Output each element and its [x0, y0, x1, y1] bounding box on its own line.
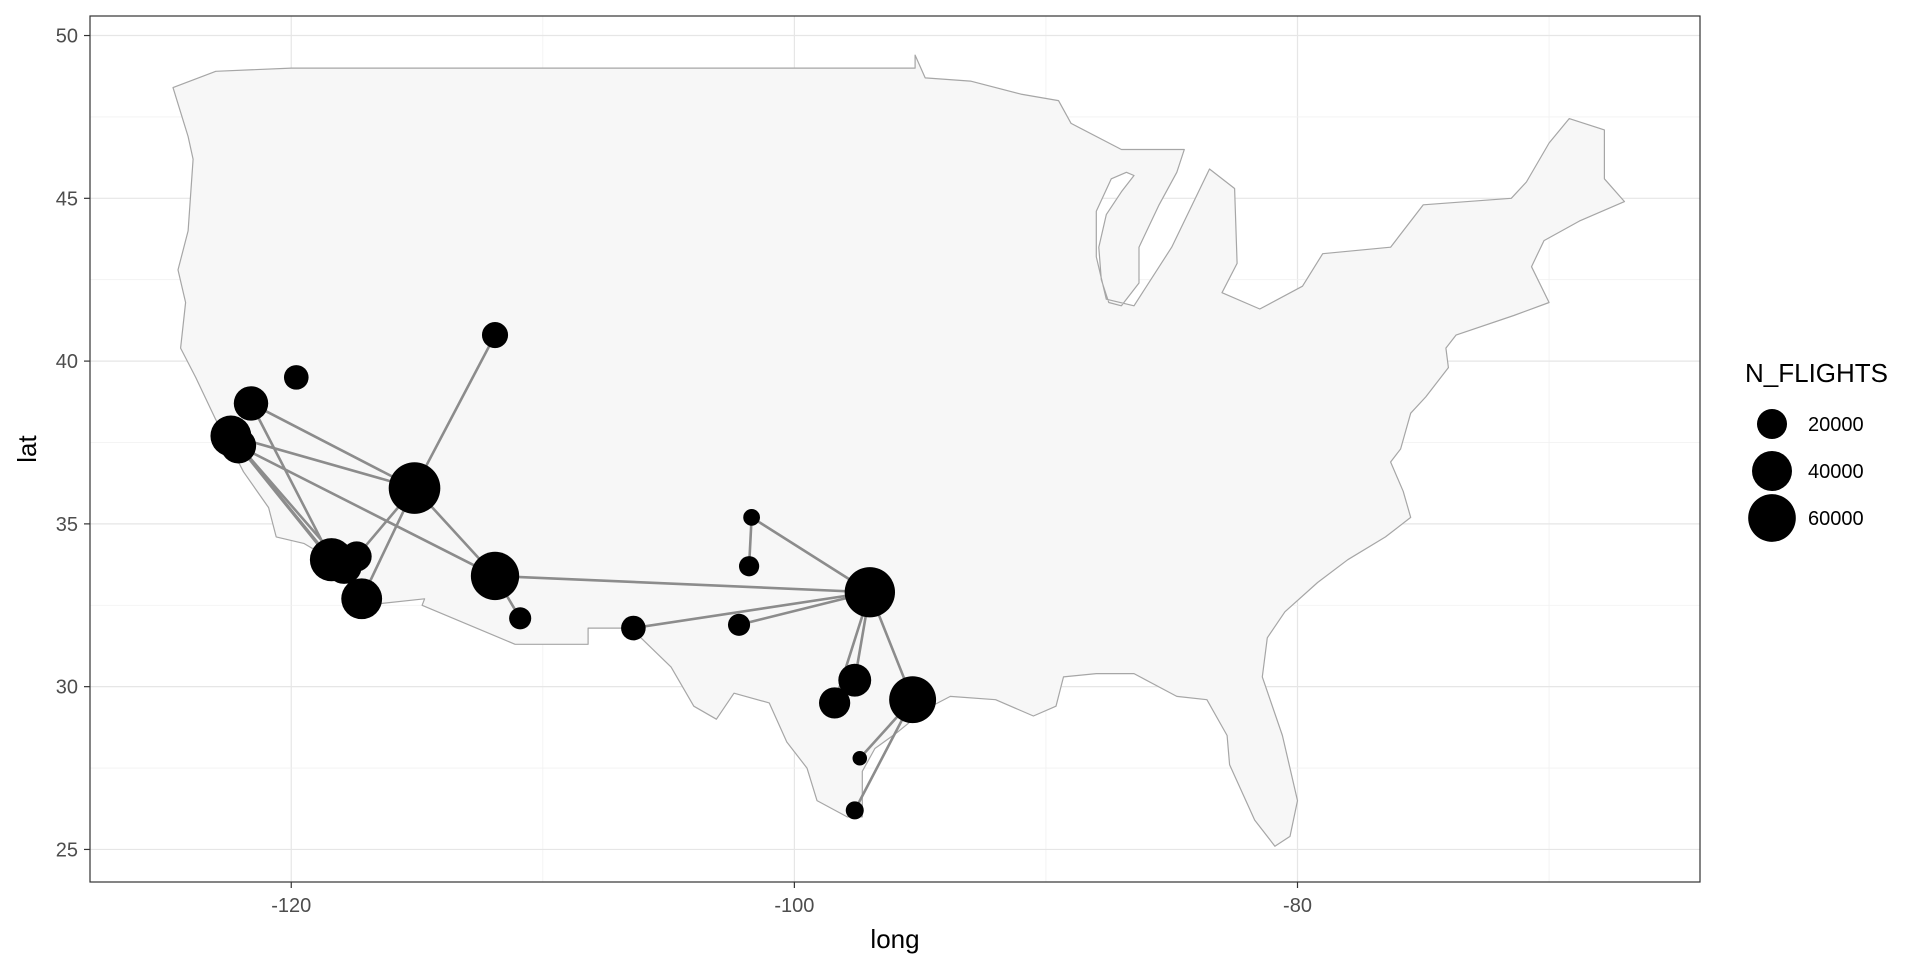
airport-point	[727, 613, 751, 636]
airport-point	[838, 663, 872, 697]
airport-point-layer	[210, 321, 937, 820]
legend-entries: 20000 40000 60000	[1748, 408, 1864, 542]
flight-route	[229, 434, 416, 490]
x-tick-label: -80	[1283, 895, 1312, 917]
airport-point	[509, 607, 532, 630]
flight-route	[249, 402, 333, 561]
airport-point	[470, 551, 520, 601]
x-tick-label: -120	[271, 895, 311, 917]
legend-key-circle	[1752, 451, 1792, 491]
airport-point	[819, 687, 851, 719]
legend-entry-label: 40000	[1808, 461, 1864, 483]
legend: N_FLIGHTS 20000 40000 60000	[1745, 358, 1888, 542]
airport-point	[852, 751, 868, 766]
y-tick-label: 50	[56, 26, 78, 48]
plot-panel-border	[89, 15, 1701, 883]
airport-point	[481, 321, 509, 349]
airport-point	[889, 676, 937, 724]
flight-route	[249, 402, 416, 490]
y-tick-label: 30	[56, 677, 78, 699]
land-layer	[172, 54, 1626, 847]
y-tick-label: 45	[56, 188, 78, 210]
flight-route	[413, 333, 497, 490]
airport-point	[388, 462, 441, 514]
x-axis-label: long	[870, 924, 919, 954]
legend-entry-label: 60000	[1808, 508, 1864, 530]
flight-route	[237, 444, 497, 578]
flight-route	[493, 574, 872, 594]
airport-point	[621, 615, 646, 641]
airport-point	[220, 428, 257, 464]
x-tick-label: -100	[774, 895, 814, 917]
airport-point	[845, 801, 864, 820]
y-tick-label: 40	[56, 351, 78, 373]
y-tick-label: 25	[56, 839, 78, 861]
airport-point	[283, 365, 309, 390]
y-tick-label: 35	[56, 514, 78, 536]
legend-key-circle	[1748, 494, 1796, 542]
legend-key-circle	[1756, 408, 1788, 440]
airport-point	[341, 578, 383, 620]
flight-route	[632, 590, 872, 630]
x-axis-ticks: -120 -100 -80	[271, 882, 1312, 917]
us-land-outline	[172, 54, 1626, 847]
airport-point	[233, 386, 269, 421]
y-axis-ticks: 25 30 35 40 45 50	[56, 26, 90, 861]
airport-point	[341, 541, 372, 572]
airport-point	[743, 508, 760, 526]
legend-title: N_FLIGHTS	[1745, 358, 1888, 388]
y-axis-label: lat	[12, 434, 42, 462]
airport-point	[738, 556, 760, 577]
legend-entry-label: 20000	[1808, 414, 1864, 436]
airport-point	[844, 567, 896, 618]
